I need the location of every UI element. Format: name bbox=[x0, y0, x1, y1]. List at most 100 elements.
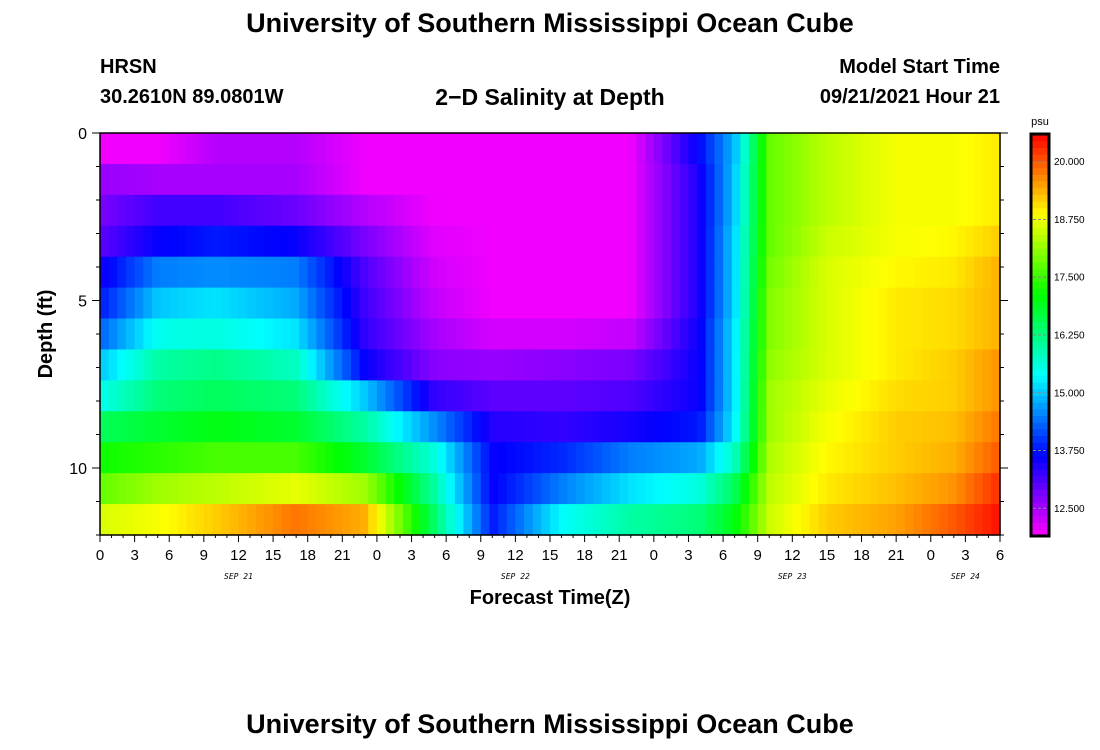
heatmap-cell bbox=[299, 504, 309, 536]
footer-title: University of Southern Mississippi Ocean… bbox=[246, 709, 854, 739]
heatmap-cell bbox=[454, 411, 465, 443]
heatmap-cell bbox=[532, 504, 542, 536]
heatmap-cell bbox=[991, 380, 1001, 412]
heatmap-cell bbox=[480, 133, 491, 165]
heatmap-cell bbox=[982, 349, 992, 381]
colorbar-swatch bbox=[1031, 381, 1049, 390]
heatmap-cell bbox=[541, 256, 551, 289]
heatmap-cell bbox=[229, 163, 240, 196]
heatmap-cell bbox=[385, 411, 395, 443]
heatmap-cell bbox=[714, 287, 724, 320]
heatmap-cell bbox=[472, 349, 482, 381]
heatmap-cell bbox=[376, 442, 387, 474]
heatmap-cell bbox=[489, 473, 499, 505]
colorbar-swatch bbox=[1031, 268, 1049, 276]
heatmap-cell bbox=[645, 163, 655, 196]
heatmap-cell bbox=[870, 287, 880, 320]
heatmap-cell bbox=[247, 504, 257, 536]
heatmap-cell bbox=[870, 318, 880, 351]
heatmap-cell bbox=[991, 504, 1001, 536]
heatmap-cell bbox=[420, 504, 430, 536]
heatmap-cell bbox=[653, 194, 664, 227]
heatmap-cell bbox=[679, 504, 690, 536]
heatmap-cell bbox=[221, 380, 231, 412]
heatmap-cell bbox=[160, 411, 170, 443]
heatmap-cell bbox=[480, 318, 491, 351]
heatmap-cell bbox=[273, 225, 283, 258]
heatmap-cell bbox=[151, 225, 162, 258]
heatmap-cell bbox=[125, 411, 136, 443]
colorbar-swatch bbox=[1031, 314, 1049, 323]
heatmap-cell bbox=[835, 133, 845, 165]
heatmap-cell bbox=[887, 411, 897, 443]
heatmap-cell bbox=[731, 504, 741, 536]
heatmap-cell bbox=[316, 473, 326, 505]
heatmap-cell bbox=[143, 473, 153, 505]
heatmap-cell bbox=[749, 349, 759, 381]
heatmap-cell bbox=[974, 133, 984, 165]
heatmap-cell bbox=[913, 349, 923, 381]
heatmap-cell bbox=[368, 256, 378, 289]
x-tick-label: 21 bbox=[611, 547, 628, 564]
heatmap-cell bbox=[385, 163, 395, 196]
heatmap-cell bbox=[446, 442, 456, 474]
heatmap-cell bbox=[186, 473, 196, 505]
heatmap-cell bbox=[342, 256, 352, 289]
heatmap-cell bbox=[480, 380, 491, 412]
heatmap-cell bbox=[290, 349, 300, 381]
heatmap-cell bbox=[627, 194, 638, 227]
heatmap-cell bbox=[515, 225, 525, 258]
heatmap-cell bbox=[195, 411, 205, 443]
colorbar-unit: psu bbox=[1031, 116, 1049, 128]
heatmap-cell bbox=[904, 380, 915, 412]
heatmap-cell bbox=[662, 349, 672, 381]
heatmap-cell bbox=[454, 349, 465, 381]
heatmap-cell bbox=[506, 473, 516, 505]
heatmap-cell bbox=[177, 225, 188, 258]
heatmap-cell bbox=[524, 349, 534, 381]
heatmap-cell bbox=[203, 133, 214, 165]
heatmap-cell bbox=[731, 225, 741, 258]
heatmap-cell bbox=[420, 442, 430, 474]
heatmap-cell bbox=[610, 256, 620, 289]
heatmap-cell bbox=[922, 442, 932, 474]
heatmap-cell bbox=[948, 225, 958, 258]
heatmap-cell bbox=[299, 349, 309, 381]
heatmap-cell bbox=[723, 349, 733, 381]
x-tick-label: 9 bbox=[200, 547, 208, 564]
heatmap-cell bbox=[489, 411, 499, 443]
x-tick-label: 3 bbox=[407, 547, 415, 564]
heatmap-cell bbox=[826, 133, 837, 165]
heatmap-cell bbox=[818, 287, 828, 320]
heatmap-cell bbox=[385, 349, 395, 381]
heatmap-cell bbox=[100, 411, 110, 443]
heatmap-cell bbox=[558, 473, 568, 505]
heatmap-cell bbox=[688, 163, 698, 196]
heatmap-cell bbox=[229, 411, 240, 443]
colorbar-swatch bbox=[1031, 475, 1049, 483]
heatmap-cell bbox=[125, 380, 136, 412]
heatmap-cell bbox=[472, 442, 482, 474]
heatmap-cell bbox=[498, 318, 508, 351]
heatmap-cell bbox=[930, 225, 941, 258]
heatmap-cell bbox=[480, 504, 491, 536]
heatmap-cell bbox=[151, 504, 162, 536]
heatmap-cell bbox=[558, 349, 568, 381]
heatmap-cell bbox=[818, 473, 828, 505]
heatmap-cell bbox=[186, 411, 196, 443]
heatmap-cell bbox=[134, 287, 144, 320]
heatmap-cell bbox=[800, 163, 811, 196]
heatmap-cell bbox=[307, 194, 317, 227]
heatmap-cell bbox=[723, 256, 733, 289]
heatmap-cell bbox=[844, 287, 854, 320]
heatmap-cell bbox=[506, 442, 516, 474]
heatmap-cell bbox=[151, 133, 162, 165]
heatmap-cell bbox=[627, 349, 638, 381]
heatmap-cell bbox=[541, 133, 551, 165]
heatmap-cell bbox=[160, 133, 170, 165]
colorbar-swatch bbox=[1031, 154, 1049, 162]
heatmap-cell bbox=[480, 256, 491, 289]
colorbar-swatch bbox=[1031, 341, 1049, 349]
heatmap-cell bbox=[567, 194, 577, 227]
heatmap-cell bbox=[299, 256, 309, 289]
